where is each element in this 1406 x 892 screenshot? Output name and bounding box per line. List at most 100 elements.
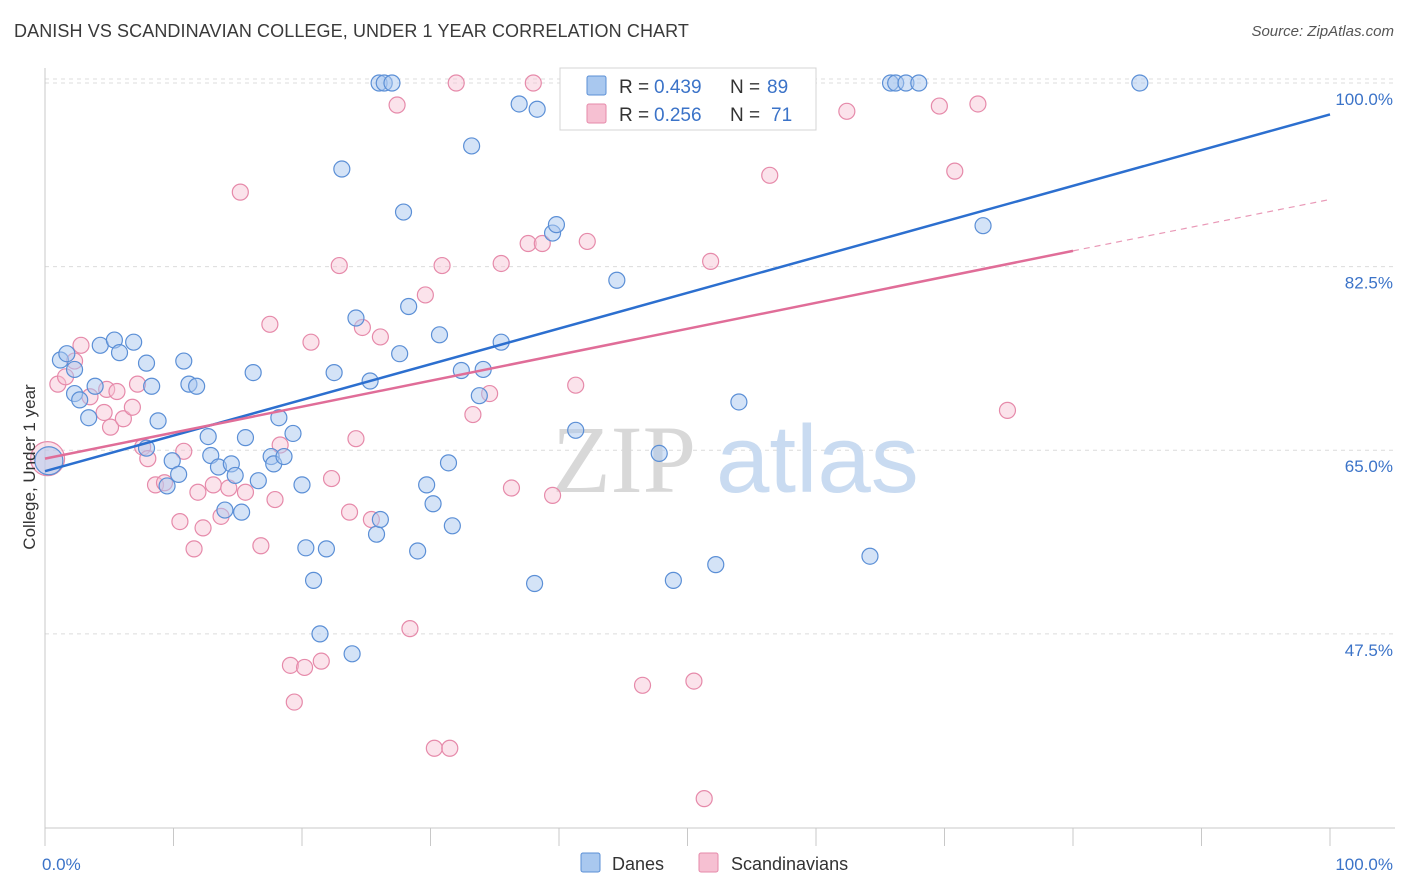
y-axis-label: College, Under 1 year — [20, 384, 39, 550]
scandinavians-point — [189, 483, 207, 501]
scandinavians-point — [101, 418, 120, 436]
y-tick-label: 47.5% — [1345, 641, 1393, 660]
scandinavians-point — [371, 328, 389, 346]
scandinavians-point — [281, 656, 300, 674]
danes-point — [199, 428, 217, 446]
scandinavians-point — [347, 430, 365, 448]
danes-point — [861, 547, 879, 565]
danes-point — [311, 625, 329, 643]
danes-point — [71, 391, 89, 409]
scandinavians-point — [108, 382, 126, 401]
danes-point — [608, 271, 626, 289]
danes-point — [58, 345, 76, 363]
danes-point — [226, 466, 244, 485]
scandinavians-point — [969, 95, 987, 113]
scandinavians-point — [524, 74, 542, 92]
scandinavians-point — [171, 512, 189, 531]
danes-point — [110, 344, 129, 362]
legend-n-value-danes: 89 — [767, 77, 788, 98]
scandinavians-point — [266, 490, 284, 509]
scandinavians-point — [695, 790, 713, 808]
legend-n-value-scandinavians: 71 — [771, 105, 792, 126]
scandinavians-point — [302, 333, 320, 351]
scandinavians-point — [123, 398, 141, 416]
scandinavians-point — [204, 476, 222, 494]
danes-point — [347, 309, 365, 327]
danes-point — [297, 539, 315, 557]
bottom-legend-label-danes: Danes — [612, 854, 664, 874]
scandinavians-point — [543, 486, 562, 504]
danes-point — [528, 100, 546, 118]
bottom-legend-swatch-scandinavians — [698, 852, 719, 873]
scandinavians-point — [502, 479, 521, 497]
legend: R = 0.439 N = 89 R = 0.256 N = 71 — [559, 67, 817, 131]
scandinavians-point — [838, 102, 856, 120]
legend-r-value-danes: 0.439 — [654, 77, 702, 98]
scandinavians-point — [633, 676, 652, 694]
chart-source: Source: ZipAtlas.com — [1251, 23, 1394, 40]
y-tick-label: 100.0% — [1335, 90, 1393, 109]
legend-r-label-scandinavians: R = — [619, 105, 649, 126]
danes-point — [1131, 74, 1149, 92]
scandinavians-point — [72, 336, 90, 354]
danes-point — [216, 501, 234, 519]
gridlines — [45, 78, 1395, 635]
danes-point — [149, 412, 167, 430]
legend-n-label-danes: N = — [730, 77, 760, 98]
scandinavians-point — [128, 375, 147, 393]
scandinavians-point — [231, 183, 249, 201]
danes-point — [394, 203, 413, 221]
danes-point — [547, 216, 566, 234]
danes-point — [463, 137, 481, 155]
danes-point — [567, 421, 585, 439]
danes-point — [143, 377, 161, 395]
x-tick-labels: 0.0% 100.0% — [42, 855, 1393, 874]
danes-point — [65, 360, 84, 379]
x-tick-label: 100.0% — [1335, 855, 1393, 874]
danes-trend-line — [44, 113, 1331, 473]
danes-point — [86, 377, 104, 395]
legend-swatch-danes — [586, 75, 607, 96]
danes-point — [525, 574, 544, 593]
danes-point — [343, 645, 361, 663]
legend-r-label-danes: R = — [619, 77, 649, 98]
legend-swatch-scandinavians — [586, 103, 607, 124]
scandinavians-point — [236, 483, 255, 501]
scandinavians-point — [322, 469, 341, 488]
scandinavians-point — [295, 658, 314, 677]
danes-point — [371, 510, 389, 529]
y-tick-label: 82.5% — [1345, 274, 1393, 293]
danes-point — [383, 74, 401, 92]
danes-point — [418, 476, 436, 494]
danes-point — [974, 217, 992, 235]
danes-point — [707, 556, 725, 574]
scandinavians-point — [252, 537, 270, 555]
scandinavians-point — [185, 540, 203, 558]
danes-point — [249, 472, 267, 490]
scandinavians-point — [519, 234, 537, 253]
danes-point — [293, 476, 311, 494]
scandinavians-point — [285, 693, 303, 711]
danes-point — [125, 333, 143, 351]
danes-point — [424, 495, 442, 513]
scandinavians-point — [312, 652, 330, 670]
scandinavians-point — [702, 252, 720, 270]
danes-point — [910, 74, 928, 92]
danes-point — [317, 540, 336, 558]
x-tick-label: 0.0% — [42, 855, 81, 874]
scandinavians-point — [194, 519, 212, 537]
danes-point — [236, 429, 255, 447]
bottom-legend: Danes Scandinavians — [580, 852, 848, 874]
legend-n-label-scandinavians: N = — [730, 105, 760, 126]
scandinavians-trend-extension — [1072, 198, 1331, 252]
danes-point — [275, 447, 293, 466]
scandinavians-point — [464, 405, 482, 424]
danes-point — [188, 377, 206, 395]
danes-points — [34, 74, 1149, 663]
y-tick-label: 65.0% — [1345, 457, 1393, 476]
scandinavians-point — [685, 672, 703, 690]
y-tick-labels: 100.0% 82.5% 65.0% 47.5% — [1335, 90, 1393, 660]
bottom-legend-swatch-danes — [580, 852, 601, 873]
danes-point — [664, 571, 682, 589]
danes-point — [470, 387, 488, 405]
